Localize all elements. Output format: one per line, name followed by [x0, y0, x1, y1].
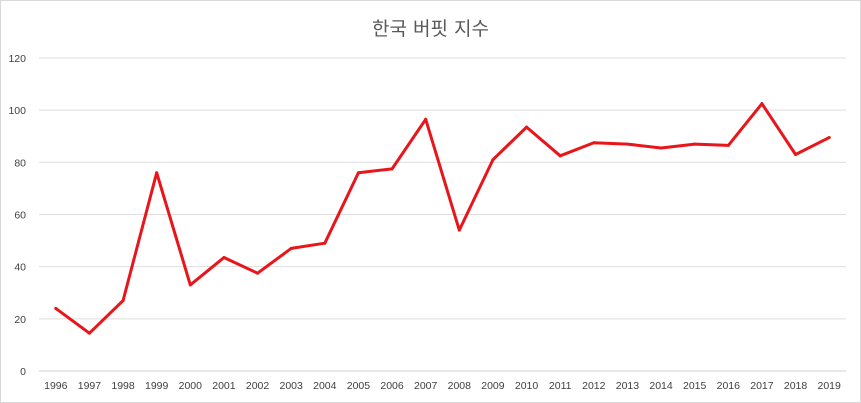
data-point [457, 228, 461, 232]
data-point [155, 171, 159, 175]
x-tick-label: 1996 [44, 380, 68, 392]
y-tick-label: 40 [14, 262, 26, 274]
y-tick-label: 60 [14, 210, 26, 222]
data-point [491, 158, 495, 162]
data-point [87, 331, 91, 335]
x-tick-label: 1999 [145, 380, 169, 392]
data-point [323, 241, 327, 245]
x-tick-label: 2016 [717, 380, 741, 392]
y-tick-label: 100 [8, 105, 26, 117]
x-axis-ticks: 1996 1997 1998 1999 2000 2001 2002 2003 2004 2005… [44, 380, 841, 392]
y-tick-label: 80 [14, 157, 26, 169]
y-tick-label: 0 [20, 366, 26, 378]
y-tick-label: 20 [14, 314, 26, 326]
data-point [794, 153, 798, 157]
data-point [726, 143, 730, 147]
chart-title: 한국 버핏 지수 [372, 18, 489, 40]
data-point [525, 125, 529, 129]
x-tick-label: 2010 [515, 380, 539, 392]
data-point [289, 246, 293, 250]
data-point [424, 117, 428, 121]
x-tick-label: 2009 [481, 380, 505, 392]
data-point [693, 142, 697, 146]
data-point [390, 167, 394, 171]
x-tick-label: 2019 [818, 380, 842, 392]
series-line [54, 102, 831, 335]
x-tick-label: 2012 [582, 380, 606, 392]
y-axis-ticks: 0 20 40 60 80 100 120 [8, 53, 26, 378]
data-point [356, 171, 360, 175]
x-tick-label: 2006 [380, 380, 404, 392]
data-point [54, 306, 58, 310]
x-tick-label: 2007 [414, 380, 438, 392]
data-point [558, 154, 562, 158]
data-point [760, 102, 764, 106]
x-tick-label: 1998 [111, 380, 135, 392]
data-point [222, 256, 226, 260]
data-point [827, 136, 831, 140]
data-point [121, 299, 125, 303]
data-point [659, 146, 663, 150]
x-tick-label: 2011 [549, 380, 572, 392]
x-tick-label: 2017 [750, 380, 774, 392]
y-tick-label: 120 [8, 53, 26, 65]
x-tick-label: 2003 [280, 380, 304, 392]
x-tick-label: 1997 [78, 380, 102, 392]
x-tick-label: 2018 [784, 380, 808, 392]
data-point [592, 141, 596, 145]
x-tick-label: 2013 [616, 380, 640, 392]
series-layer [54, 102, 831, 335]
data-point [188, 283, 192, 287]
gridlines [39, 57, 846, 372]
x-tick-label: 2008 [448, 380, 472, 392]
x-tick-label: 2001 [212, 380, 236, 392]
x-tick-label: 2005 [347, 380, 371, 392]
x-tick-label: 2000 [179, 380, 203, 392]
x-tick-label: 2015 [683, 380, 707, 392]
x-tick-label: 2014 [649, 380, 673, 392]
data-point [256, 271, 260, 275]
x-tick-label: 2002 [246, 380, 270, 392]
x-tick-label: 2004 [313, 380, 337, 392]
data-point [625, 142, 629, 146]
